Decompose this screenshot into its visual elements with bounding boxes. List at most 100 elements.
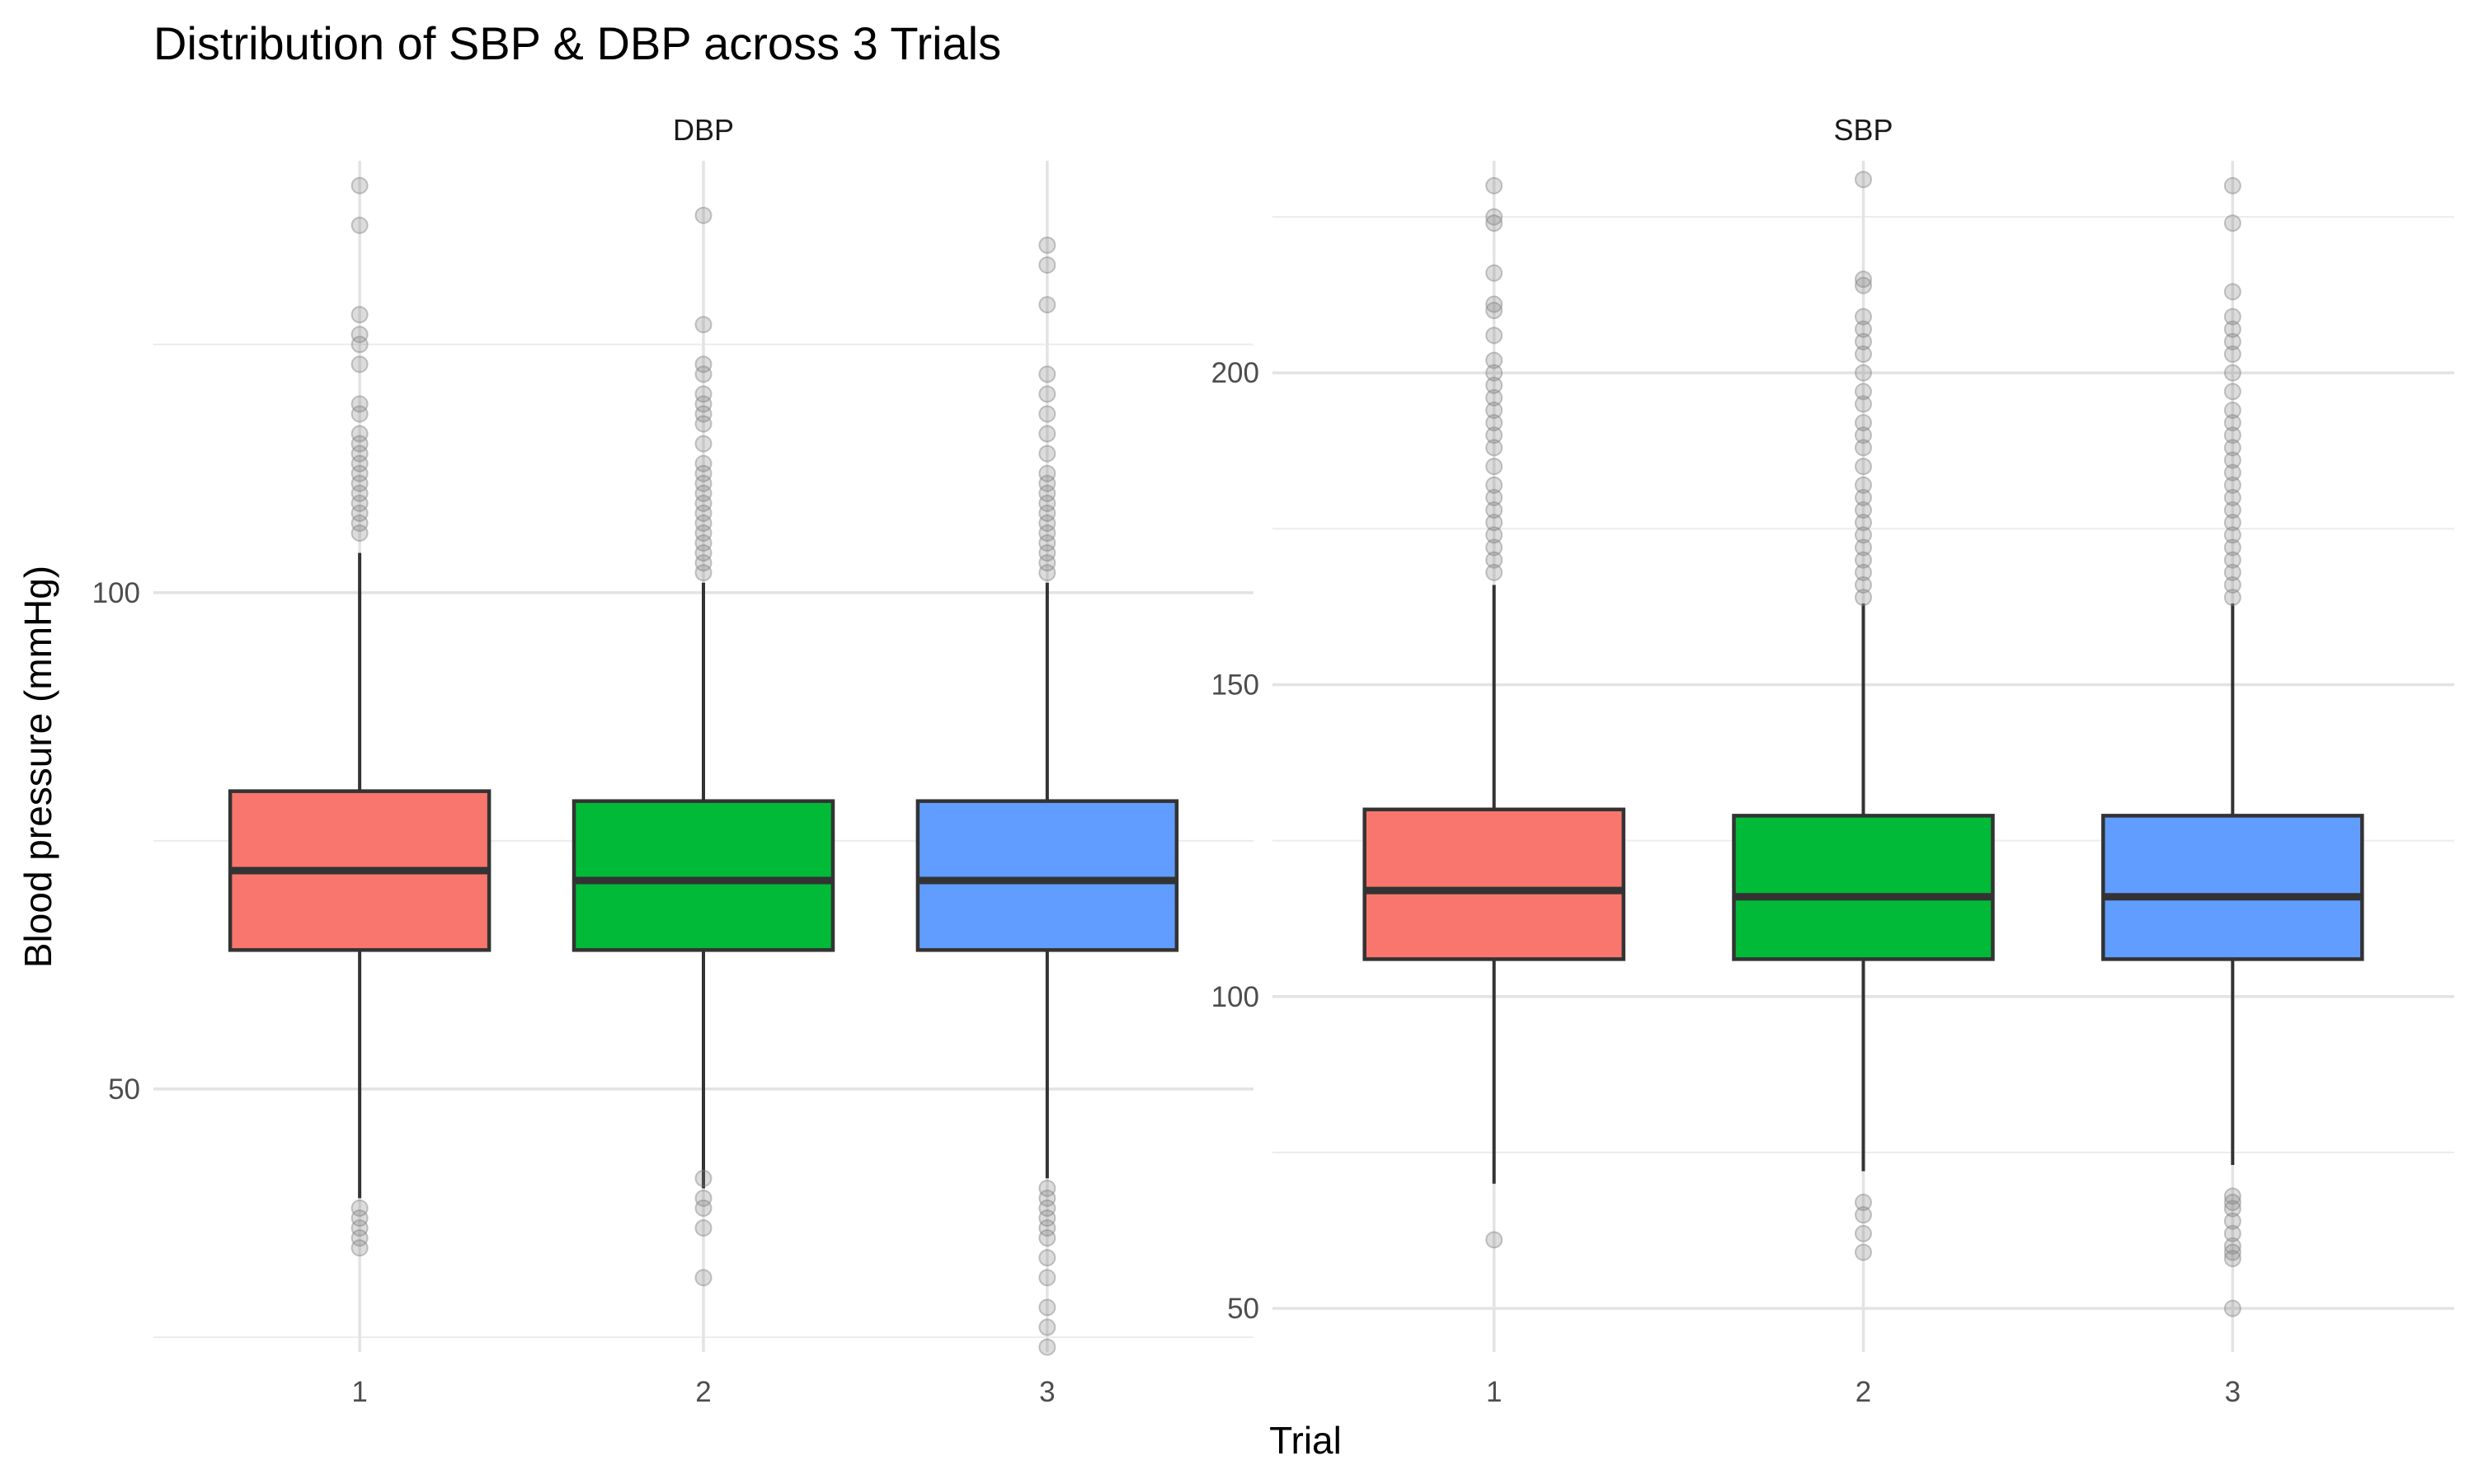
y-tick-label: 150	[1211, 669, 1259, 701]
outlier-point	[1485, 402, 1503, 420]
outlier-point	[1855, 276, 1872, 294]
outlier-point	[1485, 295, 1503, 313]
outlier-point	[350, 444, 369, 463]
box-trial-2	[571, 206, 835, 1287]
outlier-point	[1855, 589, 1872, 607]
outlier-point	[1038, 504, 1056, 522]
outlier-point	[1038, 544, 1056, 562]
outlier-point	[1038, 524, 1056, 542]
outlier-point	[350, 524, 369, 542]
outlier-point	[350, 504, 369, 522]
outlier-point	[1855, 364, 1872, 382]
panels: 50 100 DBP 1 2 3 50 100 150 200 SBP 1 2 3	[92, 113, 2454, 1408]
box-body	[915, 799, 1179, 952]
outlier-point	[2223, 514, 2241, 532]
box-trial-2	[1732, 171, 1995, 1261]
outlier-point	[1855, 1193, 1872, 1211]
outlier-point	[1485, 176, 1503, 195]
outlier-point	[1038, 514, 1056, 533]
outlier-point	[694, 1219, 713, 1237]
outlier-point	[1485, 563, 1503, 581]
outlier-point	[1855, 1206, 1872, 1224]
outlier-point	[1855, 476, 1872, 494]
outlier-point	[2223, 426, 2241, 444]
outlier-point	[1855, 439, 1872, 457]
outlier-point	[1485, 526, 1503, 544]
outlier-point	[1485, 414, 1503, 432]
outlier-point	[1038, 1269, 1056, 1287]
outlier-point	[1855, 383, 1872, 401]
box-body	[1362, 807, 1625, 961]
outlier-point	[2223, 1224, 2241, 1242]
outlier-point	[350, 454, 369, 472]
outlier-point	[2223, 1212, 2241, 1230]
x-tick-label: 2	[695, 1376, 711, 1408]
outlier-point	[694, 494, 713, 512]
outlier-point	[1855, 551, 1872, 569]
y-tick-label: 50	[108, 1073, 140, 1106]
outlier-point	[1485, 364, 1503, 382]
outlier-point	[1038, 1318, 1056, 1336]
outlier-point	[1855, 320, 1872, 338]
outlier-point	[1038, 1219, 1056, 1237]
outlier-point	[694, 415, 713, 433]
outlier-point	[350, 1209, 369, 1227]
outlier-point	[1038, 534, 1056, 552]
panel-sbp: 50 100 150 200 SBP 1 2 3	[1211, 113, 2454, 1408]
outlier-point	[1855, 1224, 1872, 1242]
x-tick-label: 1	[351, 1376, 367, 1408]
outlier-point	[2223, 1299, 2241, 1317]
outlier-point	[1038, 236, 1056, 254]
outlier-point	[350, 216, 369, 234]
outlier-point	[1038, 1179, 1056, 1197]
outlier-point	[2223, 439, 2241, 457]
outlier-point	[1485, 302, 1503, 320]
outlier-point	[694, 365, 713, 383]
outlier-point	[350, 425, 369, 443]
outlier-point	[1855, 538, 1872, 556]
outlier-point	[1855, 414, 1872, 432]
outlier-point	[2223, 364, 2241, 382]
outlier-point	[694, 474, 713, 492]
outlier-point	[1855, 1243, 1872, 1261]
outlier-point	[2223, 332, 2241, 350]
outlier-point	[350, 1229, 369, 1247]
outlier-point	[2223, 320, 2241, 338]
outlier-point	[1038, 564, 1056, 582]
outlier-point	[1485, 551, 1503, 569]
outlier-point	[694, 1269, 713, 1287]
outlier-point	[694, 355, 713, 373]
box-trial-1	[228, 176, 492, 1257]
outlier-point	[350, 464, 369, 482]
outlier-point	[2223, 575, 2241, 594]
outlier-point	[1485, 514, 1503, 532]
y-tick-label: 200	[1211, 357, 1259, 389]
outlier-point	[350, 176, 369, 195]
outlier-point	[2223, 463, 2241, 481]
panel-strip-label: SBP	[1833, 113, 1893, 147]
outlier-point	[350, 336, 369, 354]
x-tick-label: 1	[1486, 1376, 1502, 1408]
outlier-point	[1038, 365, 1056, 383]
y-tick-label: 100	[1211, 981, 1259, 1013]
outlier-point	[1485, 376, 1503, 394]
outlier-point	[1038, 464, 1056, 482]
outlier-point	[1855, 489, 1872, 507]
outlier-point	[1038, 494, 1056, 512]
outlier-point	[1485, 538, 1503, 556]
outlier-point	[1485, 476, 1503, 494]
outlier-point	[1855, 308, 1872, 326]
outlier-point	[694, 316, 713, 334]
outlier-point	[694, 534, 713, 552]
outlier-point	[350, 395, 369, 413]
outlier-point	[1855, 526, 1872, 544]
outlier-point	[2223, 414, 2241, 432]
outlier-point	[1485, 264, 1503, 282]
panel-strip-label: DBP	[673, 113, 734, 147]
outlier-point	[694, 434, 713, 453]
outlier-point	[1038, 405, 1056, 423]
outlier-point	[2223, 538, 2241, 556]
outlier-point	[1485, 489, 1503, 507]
outlier-point	[1485, 426, 1503, 444]
outlier-point	[2223, 476, 2241, 494]
